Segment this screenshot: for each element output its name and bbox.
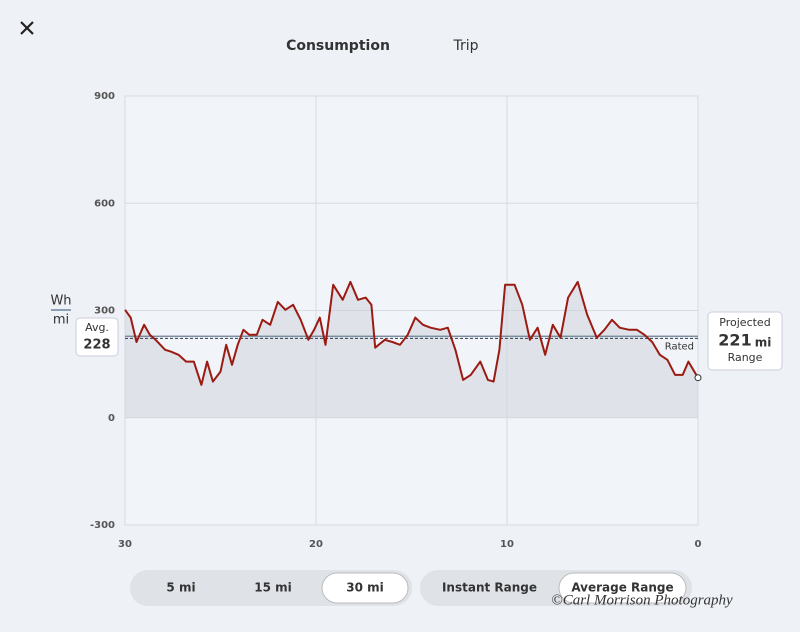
toggle-option[interactable]: 15 mi: [254, 581, 292, 595]
selected-pill: [321, 572, 409, 604]
area: [125, 281, 698, 418]
toggle-option[interactable]: 30 mi: [321, 572, 409, 604]
toggle-option[interactable]: Average Range: [558, 572, 687, 604]
controls: 5 mi 15 mi 30 mi Instant Range Average Range: [130, 570, 692, 606]
tab[interactable]: Trip: [452, 38, 478, 54]
option-label: 30 mi: [346, 581, 384, 595]
option-label: 5 mi: [166, 581, 195, 595]
x-tick-label: 30: [118, 539, 132, 550]
y-tick-label: 600: [94, 198, 115, 209]
avg-badge: Avg. 228: [75, 317, 119, 357]
y-tick-label: -300: [90, 520, 115, 531]
watermark: ©Carl Morrison Photography: [551, 592, 733, 608]
projected-range: Range: [728, 351, 763, 364]
option-label: 15 mi: [254, 581, 292, 595]
end-dot: [694, 374, 702, 382]
rated-label: Rated: [665, 341, 694, 352]
close-button[interactable]: [20, 21, 34, 35]
y-unit: mi: [53, 313, 69, 328]
projected-label: Projected: [719, 316, 770, 329]
selected-pill: [558, 572, 687, 604]
y-tick-label: 0: [108, 413, 115, 424]
y-tick-label: 300: [94, 306, 115, 317]
projected-unit: mi: [755, 336, 772, 350]
x-tick-label: 0: [695, 539, 702, 550]
tab[interactable]: Consumption: [286, 38, 390, 54]
line: [124, 280, 699, 386]
projected-value: 221: [718, 331, 751, 350]
y-unit: Wh: [50, 294, 71, 309]
plot: -300 0 300 600 900 30 20 10 0 Rated: [90, 91, 702, 550]
toggle-option[interactable]: Instant Range: [442, 581, 537, 595]
y-tick-label: 900: [94, 91, 115, 102]
option-label: Instant Range: [442, 581, 537, 595]
option-label: Average Range: [571, 581, 673, 595]
x-tick-label: 20: [309, 539, 323, 550]
avg-value: 228: [83, 338, 110, 353]
projected-badge: Projected 221 mi Range: [707, 311, 783, 371]
avg-label: Avg.: [85, 321, 109, 334]
toggle-option[interactable]: 5 mi: [166, 581, 195, 595]
x-tick-label: 10: [500, 539, 514, 550]
